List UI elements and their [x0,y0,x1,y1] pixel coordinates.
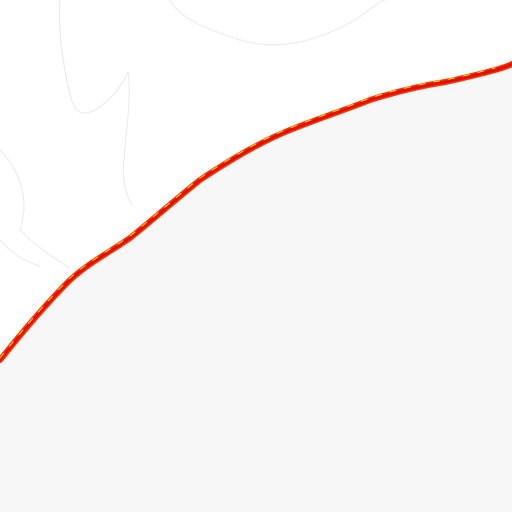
faint-contour-5 [0,239,41,267]
edge-curve [0,61,512,363]
faint-contour-4 [0,149,71,269]
background-lower-region [0,68,512,512]
edge-highlight-stroke [0,67,496,359]
faint-contour-3 [169,0,386,46]
faint-contour-1 [58,0,129,114]
faint-contour-2 [122,71,133,206]
faint-contour-lines [0,0,386,269]
edge-core-stroke [0,62,512,362]
